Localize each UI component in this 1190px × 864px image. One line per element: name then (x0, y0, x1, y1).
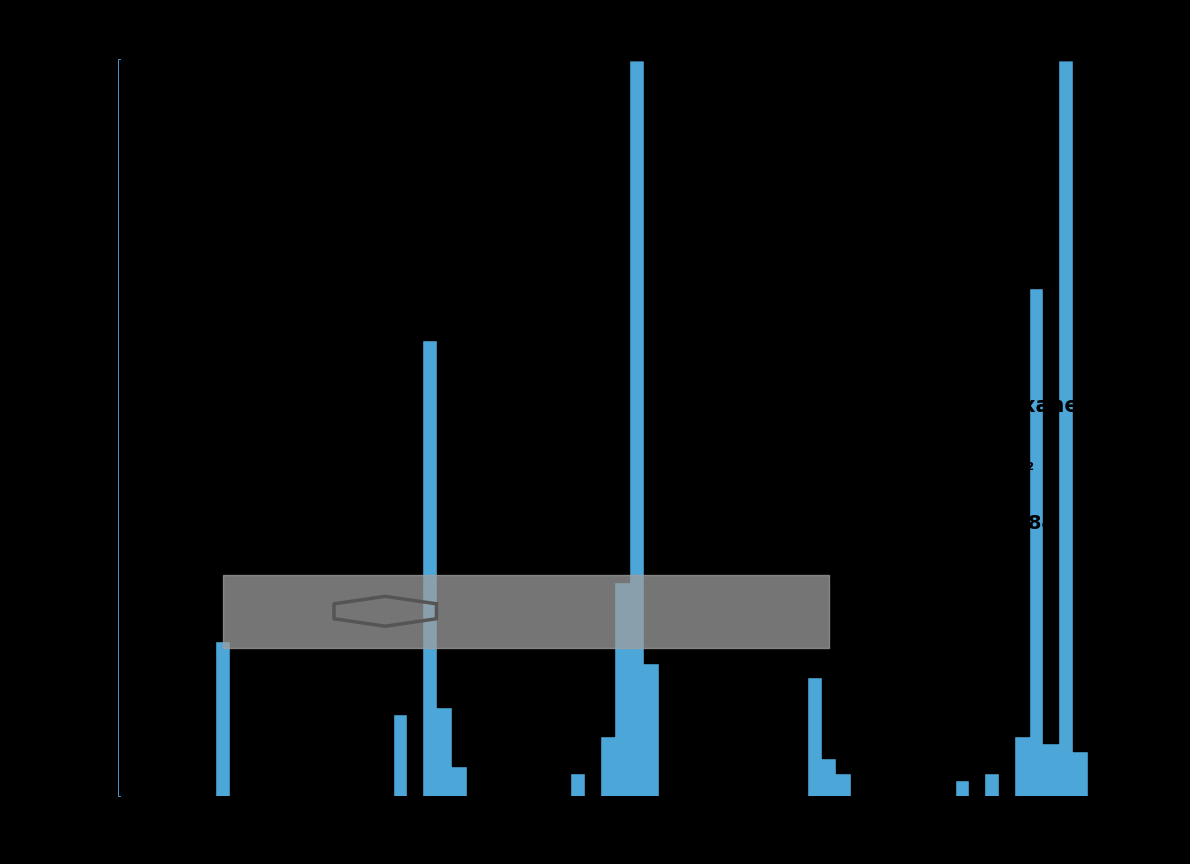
Text: cyclohexane: cyclohexane (934, 396, 1079, 416)
Bar (223, 575, 829, 648)
Text: C₆H₁₂: C₆H₁₂ (978, 455, 1034, 473)
Text: MW = 84: MW = 84 (957, 514, 1056, 532)
Text: Mass Spectrum of Cyclohexane: Mass Spectrum of Cyclohexane (119, 30, 559, 54)
